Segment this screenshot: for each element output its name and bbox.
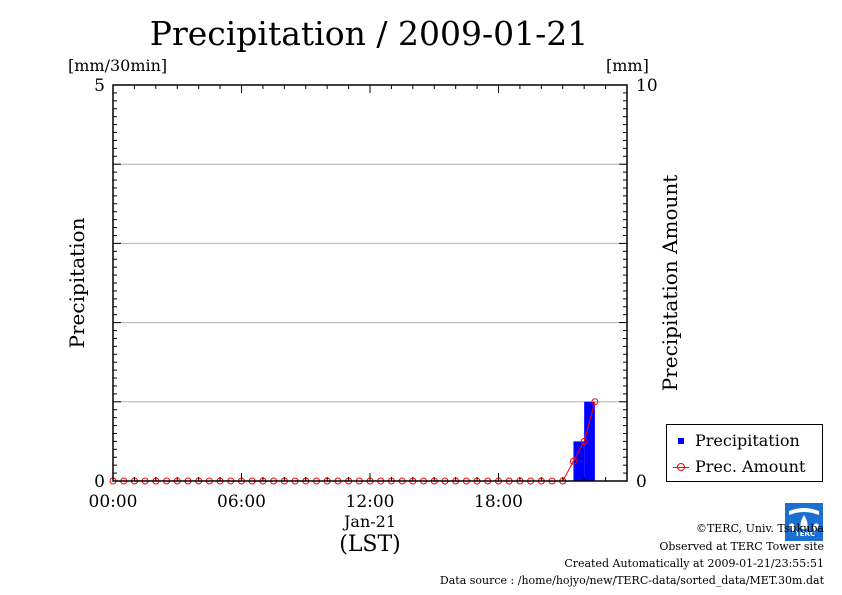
terc-logo-icon: [785, 503, 823, 541]
chart-title: Precipitation / 2009-01-21: [149, 14, 589, 53]
data-source-text: Data source : /home/hojyo/new/TERC-data/…: [439, 574, 824, 587]
legend-item-amount: Prec. Amount: [673, 455, 805, 477]
plot-frame: [112, 84, 628, 482]
x-tick-label: 06:00: [217, 492, 266, 512]
prec-amount-point: [569, 457, 577, 465]
x-tick-label: 18:00: [474, 492, 523, 512]
right-axis-unit: [mm]: [606, 56, 649, 75]
prec-amount-line: [113, 401, 596, 482]
y-right-tick-label: 10: [636, 76, 658, 96]
observed-site-text: Observed at TERC Tower site: [659, 540, 824, 553]
x-axis-timezone-label: (LST): [339, 532, 401, 557]
blue-square-icon: [673, 433, 689, 449]
prec-amount-point: [580, 437, 588, 445]
created-timestamp: Created Automatically at 2009-01-21/23:5…: [564, 557, 824, 570]
prec-amount-point: [591, 398, 599, 406]
y-right-tick-label: 0: [636, 472, 647, 492]
legend: Precipitation Prec. Amount: [666, 424, 823, 482]
red-circle-line-icon: [673, 459, 689, 475]
logo-text: TERC: [795, 530, 816, 538]
left-axis-unit: [mm/30min]: [68, 56, 168, 75]
x-tick-label: 12:00: [346, 492, 395, 512]
copyright-text: ©TERC, Univ. Tsukuba: [695, 522, 824, 535]
x-axis-date-label: Jan-21: [343, 512, 397, 531]
legend-item-precipitation: Precipitation: [673, 429, 800, 451]
precipitation-bar: [584, 401, 595, 481]
precipitation-bar: [573, 441, 585, 481]
x-tick-label: 00:00: [89, 492, 138, 512]
legend-label-amount: Prec. Amount: [695, 456, 806, 476]
y-left-tick-label: 0: [94, 472, 105, 492]
legend-label-precipitation: Precipitation: [695, 430, 800, 450]
y-left-tick-label: 5: [94, 76, 105, 96]
